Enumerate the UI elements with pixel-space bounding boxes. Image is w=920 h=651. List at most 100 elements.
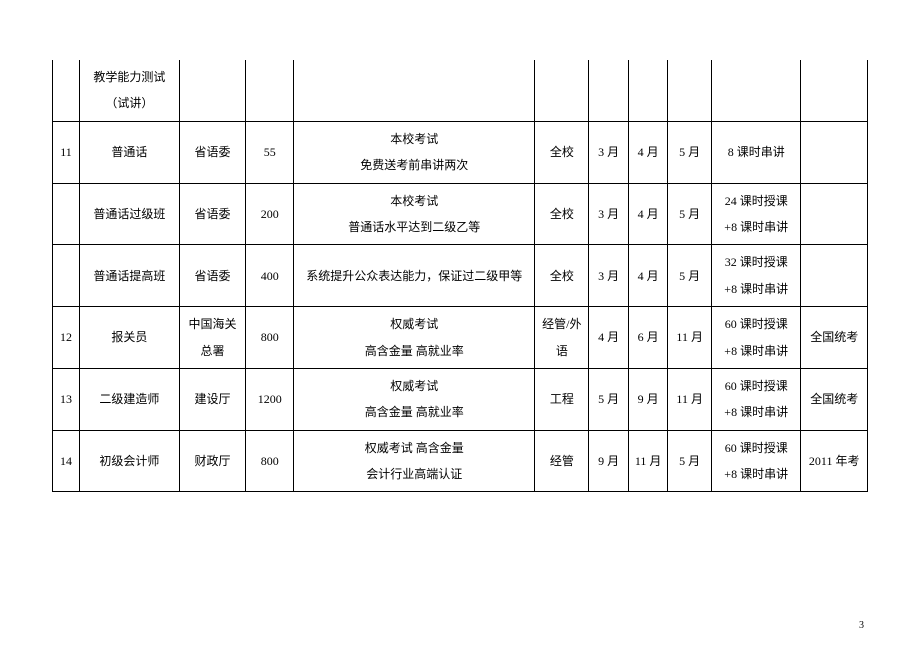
cell-hours: 60 课时授课 +8 课时串讲 (712, 430, 801, 492)
cell-m2: 9 月 (628, 368, 668, 430)
course-table-wrap: 教学能力测试（试讲） 11 普通话 省语委 55 本校考试免费送考前串讲两次 全… (52, 60, 868, 492)
cell-m3: 5 月 (668, 245, 712, 307)
cell-price: 800 (246, 307, 294, 369)
cell-desc: 权威考试高含金量 高就业率 (294, 307, 535, 369)
course-table: 教学能力测试（试讲） 11 普通话 省语委 55 本校考试免费送考前串讲两次 全… (52, 60, 868, 492)
text: 权威考试 (390, 379, 438, 393)
text: 教学能力测试 (93, 70, 165, 84)
cell-org: 财政厅 (179, 430, 246, 492)
table-row: 14 初级会计师 财政厅 800 权威考试 高含金量会计行业高端认证 经管 9 … (53, 430, 868, 492)
cell-m1: 5 月 (589, 368, 629, 430)
cell-m3: 5 月 (668, 183, 712, 245)
cell-m3: 11 月 (668, 307, 712, 369)
cell-idx: 13 (53, 368, 80, 430)
cell-idx (53, 183, 80, 245)
cell-note: 全国统考 (801, 368, 868, 430)
cell-m3 (668, 60, 712, 121)
cell-price: 55 (246, 121, 294, 183)
cell-org: 中国海关总署 (179, 307, 246, 369)
cell-m3: 11 月 (668, 368, 712, 430)
cell-price: 400 (246, 245, 294, 307)
cell-m2: 6 月 (628, 307, 668, 369)
cell-m2: 4 月 (628, 183, 668, 245)
table-row: 普通话提高班 省语委 400 系统提升公众表达能力，保证过二级甲等 全校 3 月… (53, 245, 868, 307)
cell-scope: 全校 (535, 183, 589, 245)
text: +8 课时串讲 (724, 282, 788, 296)
cell-note (801, 245, 868, 307)
cell-name: 初级会计师 (80, 430, 180, 492)
cell-idx: 12 (53, 307, 80, 369)
cell-hours: 32 课时授课 +8 课时串讲 (712, 245, 801, 307)
cell-scope: 全校 (535, 245, 589, 307)
cell-price: 800 (246, 430, 294, 492)
text: 会计行业高端认证 (366, 467, 462, 481)
cell-m1: 4 月 (589, 307, 629, 369)
text: 60 课时授课 (725, 317, 788, 331)
cell-idx (53, 60, 80, 121)
text: （试讲） (105, 96, 153, 110)
text: 60 课时授课 (725, 379, 788, 393)
text: 60 课时授课 (725, 441, 788, 455)
cell-m1: 3 月 (589, 121, 629, 183)
cell-name: 普通话 (80, 121, 180, 183)
cell-desc: 本校考试免费送考前串讲两次 (294, 121, 535, 183)
cell-idx (53, 245, 80, 307)
cell-scope: 经管/外语 (535, 307, 589, 369)
cell-desc (294, 60, 535, 121)
cell-scope (535, 60, 589, 121)
text: 免费送考前串讲两次 (360, 158, 468, 172)
text: 24 课时授课 (725, 194, 788, 208)
cell-m2: 11 月 (628, 430, 668, 492)
table-row: 普通话过级班 省语委 200 本校考试普通话水平达到二级乙等 全校 3 月 4 … (53, 183, 868, 245)
text: 中国海关 (189, 317, 237, 331)
text: 本校考试 (390, 194, 438, 208)
text: 高含金量 高就业率 (365, 405, 464, 419)
cell-note (801, 121, 868, 183)
cell-desc: 本校考试普通话水平达到二级乙等 (294, 183, 535, 245)
cell-name: 报关员 (80, 307, 180, 369)
text: 32 课时授课 (725, 255, 788, 269)
text: 总署 (201, 344, 225, 358)
text: +8 课时串讲 (724, 344, 788, 358)
cell-scope: 全校 (535, 121, 589, 183)
cell-scope: 经管 (535, 430, 589, 492)
table-row: 12 报关员 中国海关总署 800 权威考试高含金量 高就业率 经管/外语 4 … (53, 307, 868, 369)
cell-org: 建设厅 (179, 368, 246, 430)
cell-name: 二级建造师 (80, 368, 180, 430)
cell-price: 1200 (246, 368, 294, 430)
text: +8 课时串讲 (724, 220, 788, 234)
cell-org: 省语委 (179, 121, 246, 183)
cell-price (246, 60, 294, 121)
cell-m1: 9 月 (589, 430, 629, 492)
table-row: 教学能力测试 （试讲） (53, 60, 868, 121)
cell-m1: 3 月 (589, 245, 629, 307)
cell-org: 省语委 (179, 183, 246, 245)
cell-m3: 5 月 (668, 430, 712, 492)
cell-note: 2011 年考 (801, 430, 868, 492)
cell-org (179, 60, 246, 121)
cell-m2: 4 月 (628, 245, 668, 307)
text: 权威考试 (390, 317, 438, 331)
page-number: 3 (859, 620, 864, 631)
text: 本校考试 (390, 132, 438, 146)
cell-price: 200 (246, 183, 294, 245)
cell-note (801, 183, 868, 245)
text: 语 (556, 344, 568, 358)
cell-org: 省语委 (179, 245, 246, 307)
cell-hours: 24 课时授课 +8 课时串讲 (712, 183, 801, 245)
cell-hours: 60 课时授课 +8 课时串讲 (712, 307, 801, 369)
cell-name: 普通话提高班 (80, 245, 180, 307)
cell-desc: 权威考试 高含金量会计行业高端认证 (294, 430, 535, 492)
text: +8 课时串讲 (724, 467, 788, 481)
text: +8 课时串讲 (724, 405, 788, 419)
cell-desc: 权威考试高含金量 高就业率 (294, 368, 535, 430)
table-row: 11 普通话 省语委 55 本校考试免费送考前串讲两次 全校 3 月 4 月 5… (53, 121, 868, 183)
cell-note: 全国统考 (801, 307, 868, 369)
cell-m2 (628, 60, 668, 121)
text: 经管/外 (542, 317, 581, 331)
text: 普通话水平达到二级乙等 (348, 220, 480, 234)
cell-hours (712, 60, 801, 121)
cell-hours: 8 课时串讲 (712, 121, 801, 183)
cell-idx: 11 (53, 121, 80, 183)
cell-m3: 5 月 (668, 121, 712, 183)
